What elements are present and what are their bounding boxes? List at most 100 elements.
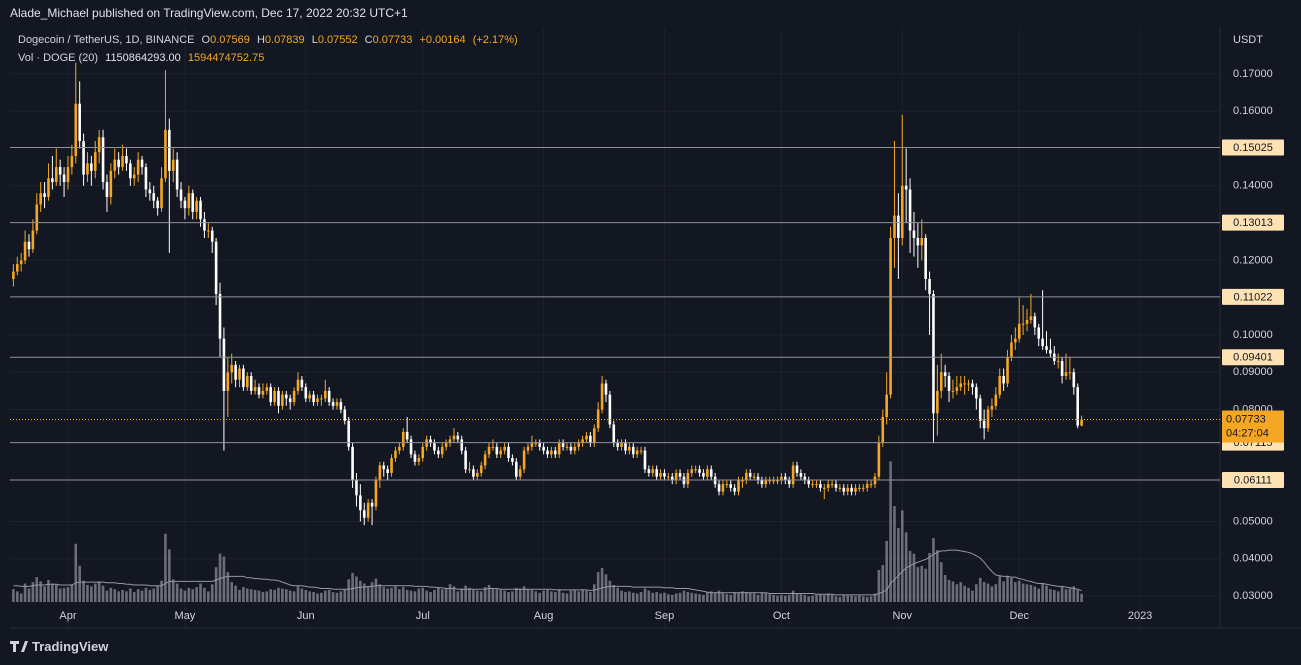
volume-bar <box>148 589 152 602</box>
volume-bar <box>635 593 639 602</box>
candle-body <box>433 443 436 451</box>
candle-body <box>316 398 319 403</box>
y-tick-label: 0.17000 <box>1233 68 1273 80</box>
volume-bar <box>904 532 908 602</box>
candle-body <box>698 469 701 473</box>
volume-bar <box>238 589 241 602</box>
volume-bar <box>152 588 156 602</box>
volume-pane <box>12 461 1083 602</box>
volume-bar <box>998 576 1002 602</box>
candle-body <box>943 372 947 376</box>
candle-body <box>476 472 479 477</box>
volume-bar <box>109 587 113 602</box>
ohlc-letter: C <box>364 34 373 46</box>
y-tick-label: 0.10000 <box>1233 329 1273 341</box>
volume-bar <box>936 550 939 602</box>
volume-bar <box>943 575 947 602</box>
volume-bar <box>483 587 487 602</box>
candle-body <box>62 174 66 183</box>
candle-body <box>581 439 584 444</box>
candle-body <box>709 469 713 477</box>
candle-body <box>1017 323 1021 339</box>
candle-body <box>246 375 249 388</box>
level-tag <box>1222 139 1284 156</box>
volume-bar <box>191 589 195 602</box>
candle-body <box>323 390 327 399</box>
volume-bar <box>140 590 144 602</box>
x-tick-label: Dec <box>1009 610 1029 622</box>
candle-body <box>468 469 471 471</box>
volume-bar <box>1033 586 1037 602</box>
volume-bar <box>967 587 970 602</box>
y-tick-label: 0.16000 <box>1233 105 1273 117</box>
volume-bar <box>908 550 912 602</box>
candle-body <box>54 167 58 183</box>
candle-body <box>620 443 623 447</box>
volume-bar <box>702 594 705 602</box>
volume-bar <box>366 586 370 602</box>
volume-bar <box>861 596 865 602</box>
candle-body <box>277 390 280 406</box>
volume-bar <box>378 584 382 602</box>
candle-body <box>288 398 292 403</box>
volume-bar <box>1049 589 1052 602</box>
volume-bar <box>214 567 218 602</box>
candle-body <box>526 446 530 451</box>
candle-body <box>908 189 912 231</box>
volume-bar <box>939 562 943 602</box>
volume-bar <box>362 583 366 602</box>
volume-bar <box>815 594 818 602</box>
brand: TradingView <box>32 639 109 654</box>
volume-bar <box>43 586 46 602</box>
volume-bar <box>713 592 717 602</box>
candle-body <box>242 368 245 388</box>
volume-bar <box>269 589 272 602</box>
level-label: 0.11022 <box>1234 291 1273 303</box>
candle-body <box>838 487 842 489</box>
volume-bar <box>971 590 974 602</box>
volume-bar <box>117 591 120 602</box>
volume-bar <box>596 572 600 602</box>
x-tick-label: Aug <box>534 610 554 622</box>
candle-body <box>752 476 756 478</box>
candle-body <box>129 163 132 179</box>
publisher-line: Alade_Michael published on TradingView.c… <box>10 6 408 20</box>
volume-bar <box>756 594 760 602</box>
y-tick-label: 0.09000 <box>1233 366 1273 378</box>
candle-body <box>265 387 269 391</box>
volume-bar <box>986 583 990 602</box>
volume-bar <box>331 592 335 602</box>
candle-body <box>826 484 830 488</box>
candle-body <box>955 387 959 391</box>
volume-bar <box>1014 582 1017 602</box>
volume-bar <box>893 506 896 602</box>
candle-body <box>534 443 538 445</box>
volume-bar <box>811 595 814 602</box>
candle-body <box>971 383 974 388</box>
level-tag <box>1222 214 1284 231</box>
volume-bar <box>390 587 393 602</box>
candle-body <box>273 390 276 403</box>
candle-body <box>998 375 1002 395</box>
volume-bar <box>491 588 495 602</box>
candle-body <box>869 484 873 486</box>
volume-bar <box>394 586 397 602</box>
candle-body <box>986 409 990 429</box>
candle-body <box>678 472 682 477</box>
candle-body <box>168 129 171 171</box>
volume-bar <box>737 592 740 602</box>
candle-body <box>374 480 378 507</box>
candle-body <box>464 450 467 470</box>
candle-body <box>1010 342 1013 358</box>
volume-ma-value: 1594474752.75 <box>187 52 265 64</box>
candle-body <box>1033 316 1037 328</box>
candle-body <box>893 215 896 238</box>
candle-body <box>546 450 549 455</box>
candle-body <box>741 480 744 482</box>
volume-bar <box>12 589 15 602</box>
volume-bar <box>846 595 849 602</box>
volume-bar <box>518 588 522 602</box>
candle-body <box>706 469 709 477</box>
volume-bar <box>218 553 222 602</box>
candle-body <box>624 443 627 451</box>
